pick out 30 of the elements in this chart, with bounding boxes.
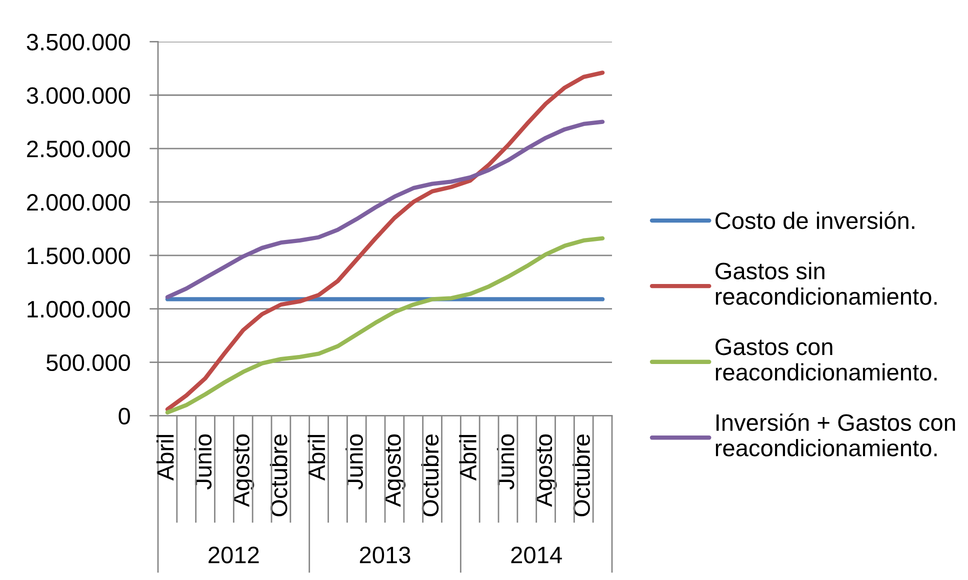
x-tick-label: Octubre (572, 434, 590, 516)
y-tick-label: 1.000.000 (28, 300, 130, 318)
legend-label: Inversión + Gastos con reacondicionamiento. (716, 413, 955, 456)
x-tick-label: Octubre (421, 434, 439, 516)
y-tick-label: 2.500.000 (27, 140, 130, 158)
legend-label: Gastos con reacondicionamiento. (716, 338, 937, 381)
y-tick-label: 0 (118, 408, 130, 424)
line-series (165, 236, 605, 415)
x-tick-label: Agosto (536, 434, 557, 507)
x-tick-label: Agosto (384, 434, 406, 507)
line-series (165, 70, 605, 412)
line-series (165, 120, 605, 300)
x-tick-label: Abril (156, 434, 174, 481)
legend-label: Gastos sin reacondicionamiento. (716, 262, 937, 305)
x-tick-label: Agosto (232, 434, 254, 507)
y-tick-label: 500.000 (46, 354, 130, 372)
x-tick-label: Octubre (270, 434, 288, 516)
y-tick-label: 2.000.000 (27, 194, 130, 211)
y-tick-label: 1.500.000 (28, 247, 130, 264)
x-tick-label: Junio (346, 434, 363, 490)
x-tick-label: Abril (308, 434, 326, 481)
legend-label: Costo de inversión. (716, 211, 914, 230)
text: 2013 (360, 546, 410, 564)
text: 2012 (208, 546, 259, 564)
text: 2014 (511, 546, 562, 564)
y-tick-label: 3.500.000 (26, 34, 130, 50)
x-tick-label: Junio (496, 434, 514, 490)
x-tick-label: Abril (459, 434, 476, 481)
y-tick-label: 3.000.000 (26, 87, 130, 104)
x-tick-label: Junio (194, 434, 212, 490)
